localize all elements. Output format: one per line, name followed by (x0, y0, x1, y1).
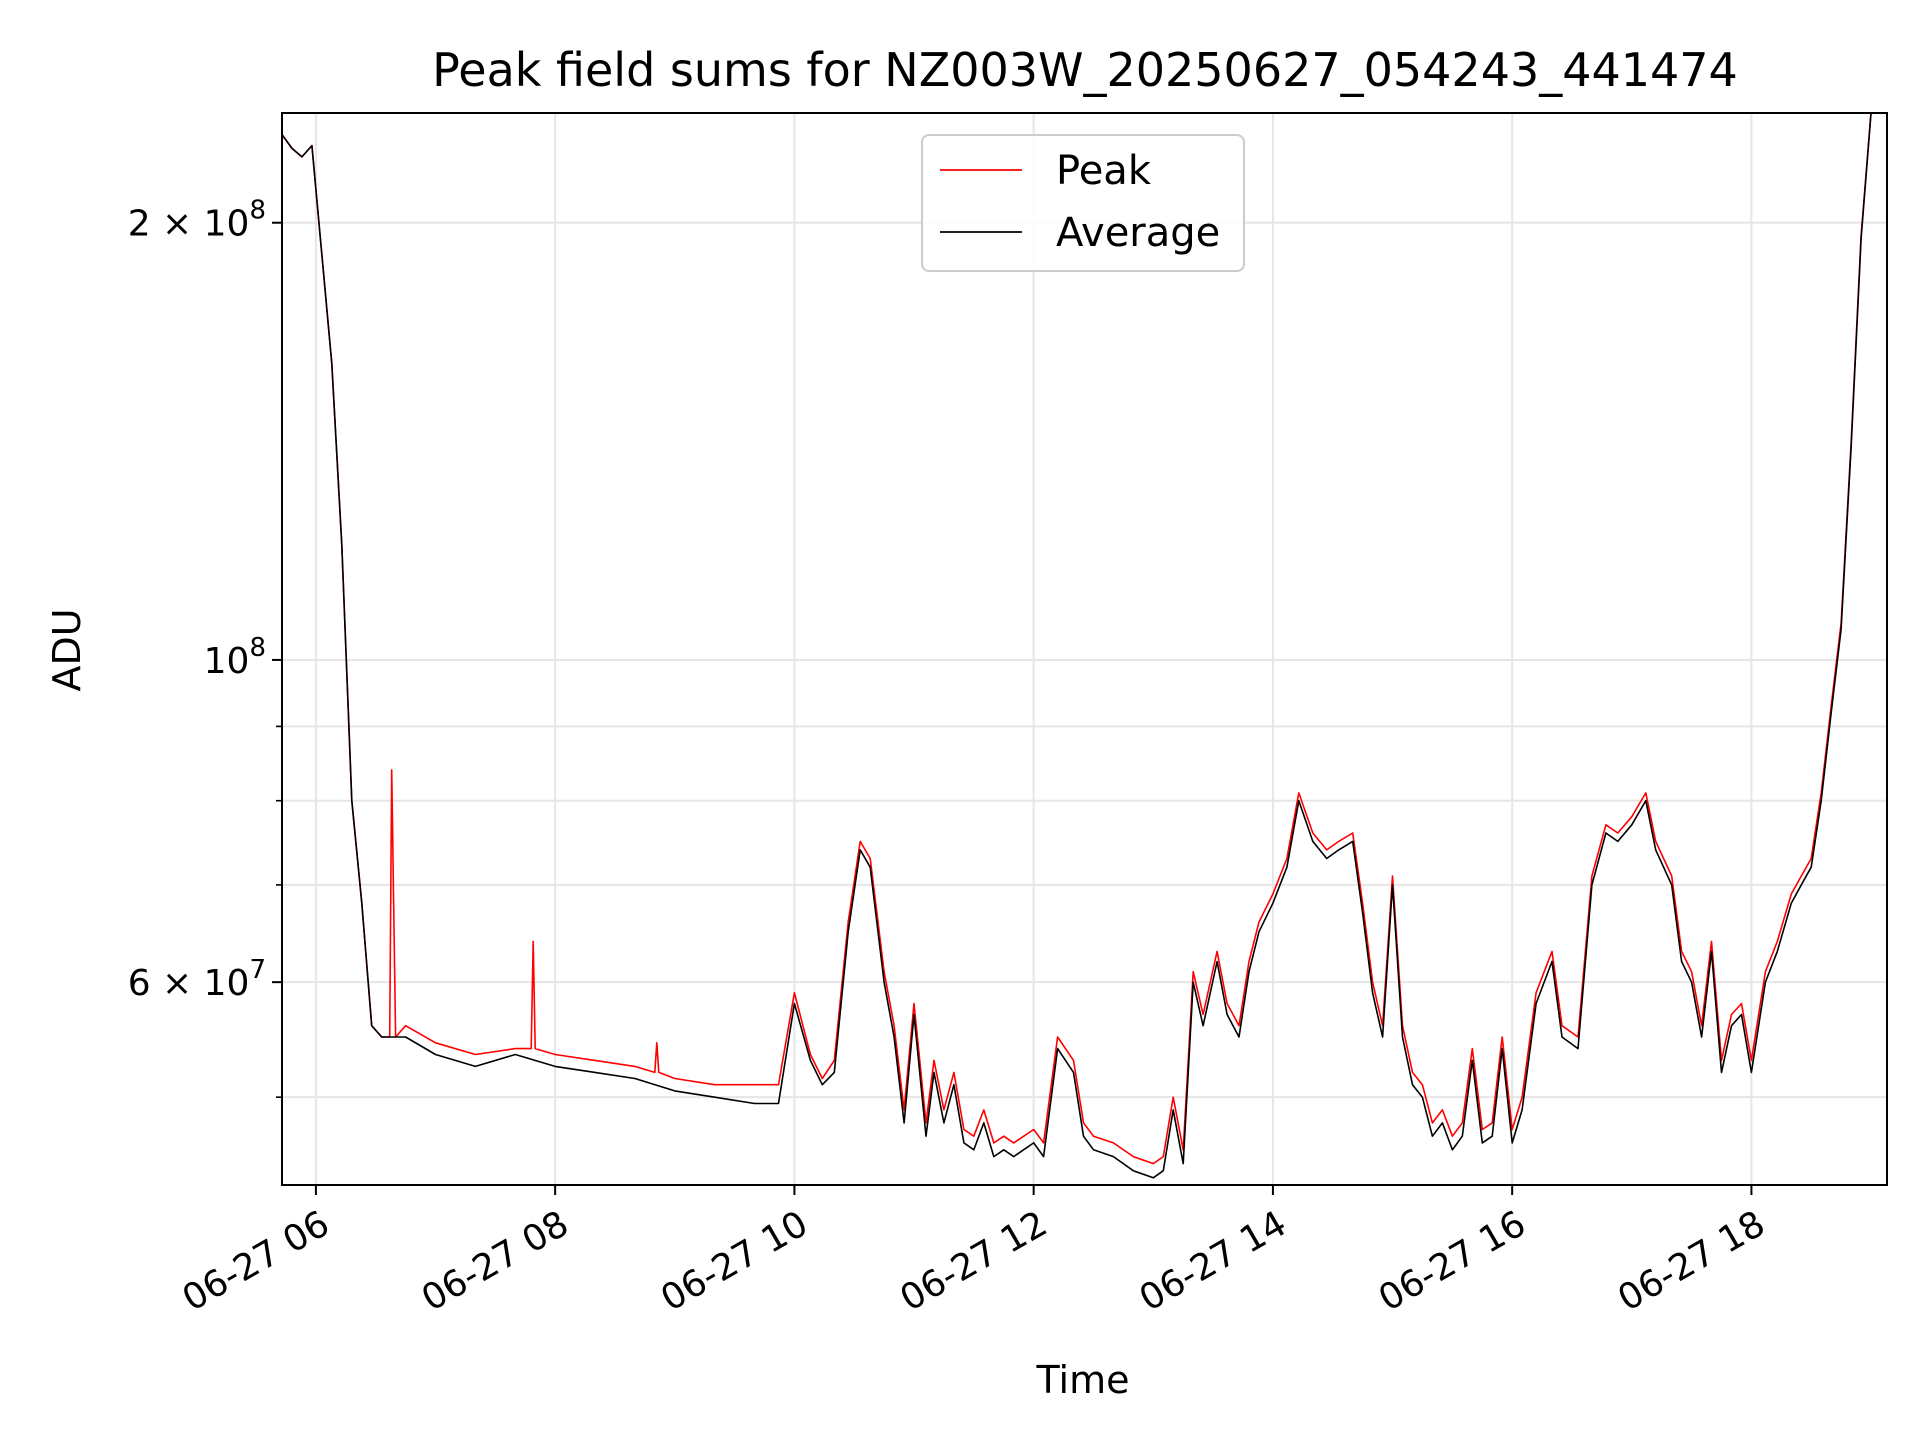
y-tick-label: 2 × 108 (128, 196, 266, 245)
legend-label-average: Average (1056, 210, 1220, 256)
y-tick-label-exponent: 7 (249, 955, 266, 985)
series-line-average (282, 113, 1887, 1179)
x-axis-label: Time (1036, 1358, 1130, 1402)
plot-area (282, 113, 1887, 1179)
y-tick-label-base: 2 × 10 (128, 204, 250, 245)
y-tick-label-exponent: 8 (249, 196, 266, 226)
legend-box (921, 134, 1245, 272)
y-tick-label: 108 (204, 633, 266, 682)
y-tick-label-base: 10 (204, 641, 250, 682)
plot-frame (281, 112, 1888, 1186)
y-tick-label: 6 × 107 (128, 955, 266, 1004)
legend-label-peak: Peak (1056, 148, 1152, 194)
y-tick-label-base: 6 × 10 (128, 963, 250, 1004)
y-tick-label-exponent: 8 (249, 633, 266, 663)
legend[interactable]: Peak Average (921, 134, 1245, 272)
y-axis-label: ADU (45, 608, 89, 691)
chart-title: Peak field sums for NZ003W_20250627_0542… (432, 43, 1738, 97)
